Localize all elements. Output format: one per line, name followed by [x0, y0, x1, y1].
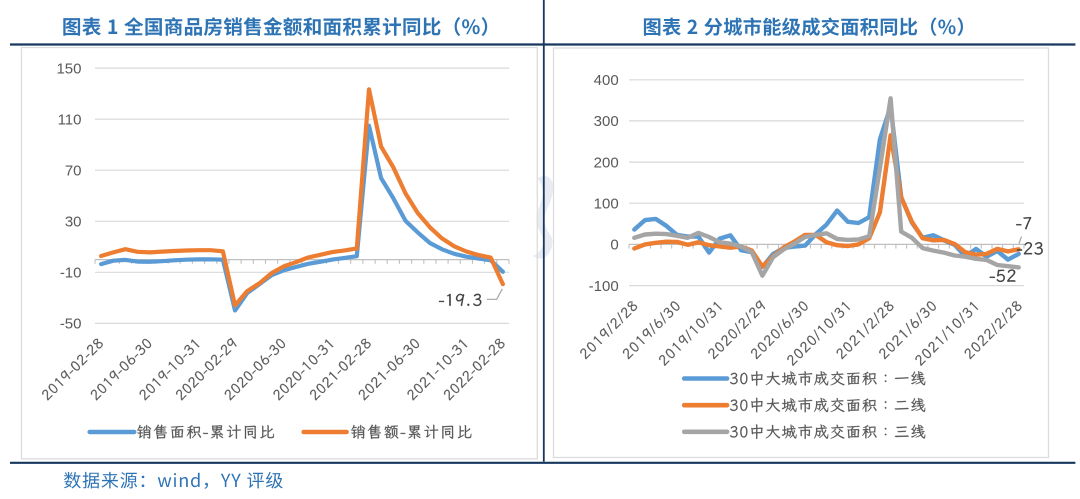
svg-text:-10: -10 — [60, 265, 82, 282]
svg-text:110: 110 — [58, 112, 82, 129]
svg-text:-100: -100 — [589, 278, 619, 295]
svg-text:0: 0 — [610, 237, 618, 254]
svg-text:70: 70 — [65, 163, 82, 180]
svg-text:300: 300 — [594, 113, 619, 130]
svg-text:-50: -50 — [60, 316, 82, 333]
svg-text:150: 150 — [56, 60, 81, 77]
svg-text:200: 200 — [594, 154, 619, 171]
svg-text:30: 30 — [65, 214, 82, 231]
svg-text:400: 400 — [594, 72, 619, 89]
svg-text:100: 100 — [594, 196, 619, 213]
